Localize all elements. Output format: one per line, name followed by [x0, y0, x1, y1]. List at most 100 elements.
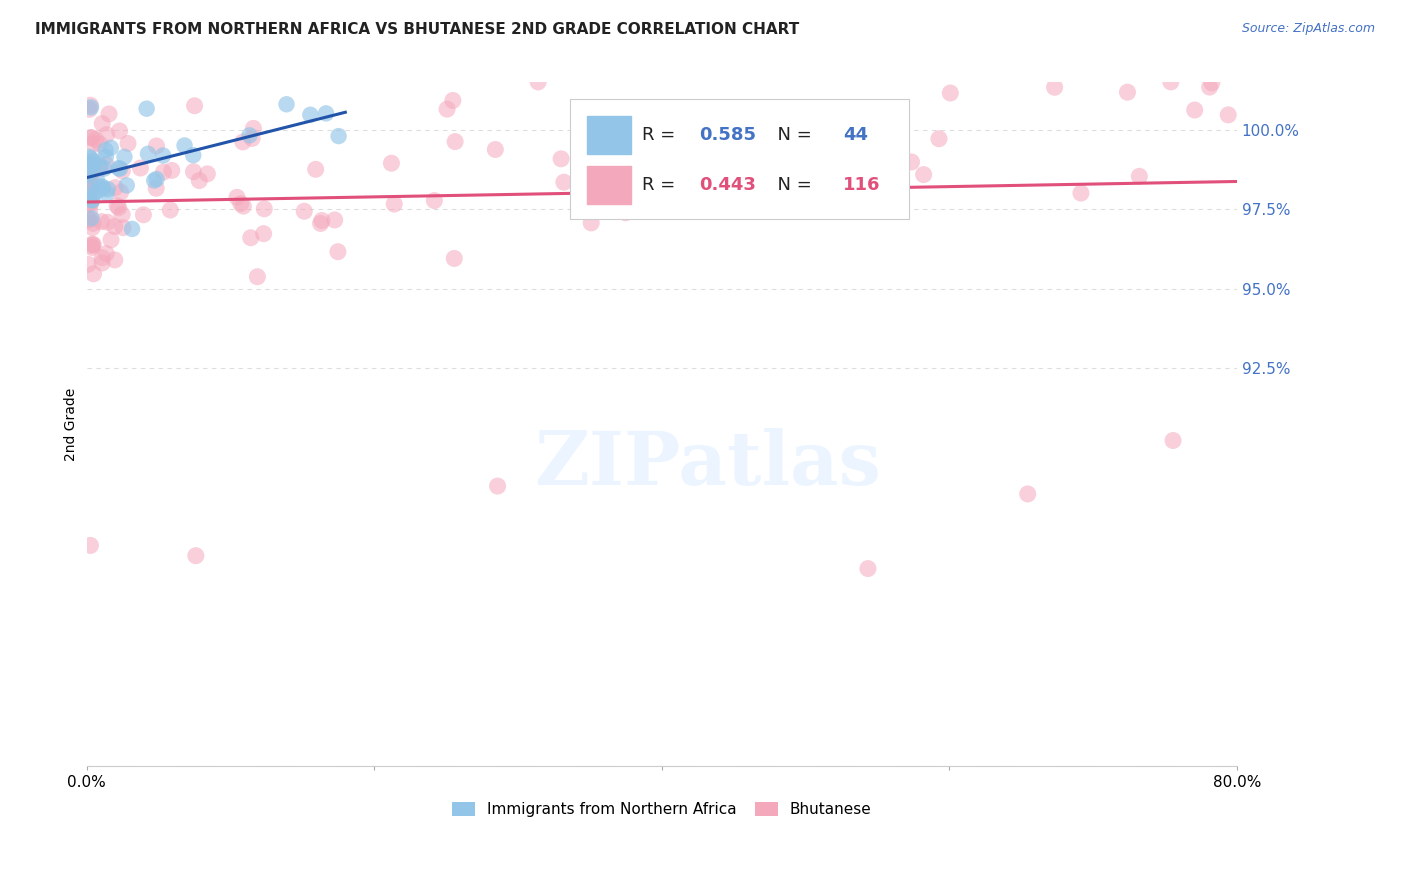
- Text: IMMIGRANTS FROM NORTHERN AFRICA VS BHUTANESE 2ND GRADE CORRELATION CHART: IMMIGRANTS FROM NORTHERN AFRICA VS BHUTA…: [35, 22, 800, 37]
- Y-axis label: 2nd Grade: 2nd Grade: [65, 387, 79, 460]
- Point: [253, 202, 276, 216]
- Point: [79, 196, 101, 211]
- Point: [614, 206, 637, 220]
- Point: [184, 549, 207, 563]
- Point: [114, 150, 136, 164]
- Point: [79, 178, 101, 193]
- Point: [145, 139, 167, 153]
- Point: [84, 132, 107, 146]
- Point: [107, 201, 129, 215]
- Point: [82, 237, 104, 252]
- Point: [79, 538, 101, 552]
- Point: [436, 102, 458, 116]
- Point: [76, 171, 98, 186]
- Point: [91, 256, 114, 270]
- Point: [80, 130, 103, 145]
- Point: [80, 192, 103, 206]
- Point: [299, 108, 322, 122]
- Point: [94, 157, 117, 171]
- Text: R =: R =: [643, 177, 681, 194]
- Point: [97, 215, 120, 229]
- Point: [100, 141, 122, 155]
- Point: [240, 131, 263, 145]
- Point: [91, 117, 114, 131]
- Text: N =: N =: [766, 126, 818, 144]
- Point: [380, 156, 402, 170]
- Point: [152, 165, 174, 179]
- Text: 0.443: 0.443: [700, 177, 756, 194]
- Point: [82, 154, 104, 169]
- Point: [80, 211, 103, 226]
- Text: 44: 44: [844, 126, 869, 144]
- Point: [115, 178, 138, 193]
- Point: [111, 220, 134, 235]
- Point: [79, 195, 101, 210]
- Point: [108, 124, 131, 138]
- Point: [276, 97, 298, 112]
- Point: [188, 173, 211, 187]
- Point: [91, 181, 114, 195]
- Point: [1184, 103, 1206, 117]
- FancyBboxPatch shape: [569, 99, 908, 219]
- Point: [82, 157, 104, 171]
- Point: [326, 244, 349, 259]
- Point: [89, 159, 111, 173]
- Point: [80, 238, 103, 252]
- Point: [183, 165, 205, 179]
- Point: [145, 181, 167, 195]
- Point: [96, 186, 118, 201]
- Point: [232, 135, 254, 149]
- Point: [77, 257, 100, 271]
- Point: [160, 163, 183, 178]
- Point: [80, 130, 103, 145]
- Point: [94, 150, 117, 164]
- Point: [77, 157, 100, 171]
- Point: [96, 246, 118, 260]
- Point: [242, 121, 264, 136]
- Point: [1160, 75, 1182, 89]
- Point: [83, 267, 105, 281]
- Point: [77, 150, 100, 164]
- Point: [82, 193, 104, 207]
- Point: [86, 173, 108, 187]
- Point: [484, 143, 506, 157]
- Point: [79, 98, 101, 112]
- Point: [82, 178, 104, 193]
- Point: [91, 179, 114, 194]
- Point: [77, 184, 100, 198]
- Point: [145, 172, 167, 186]
- Point: [104, 252, 127, 267]
- Point: [159, 202, 181, 217]
- Point: [305, 162, 328, 177]
- Point: [423, 194, 446, 208]
- Point: [80, 193, 103, 207]
- Point: [91, 251, 114, 265]
- Point: [80, 240, 103, 254]
- Point: [94, 143, 117, 157]
- Point: [82, 220, 104, 235]
- Point: [309, 217, 332, 231]
- Point: [117, 136, 139, 151]
- Point: [711, 147, 734, 161]
- Point: [246, 269, 269, 284]
- Text: Source: ZipAtlas.com: Source: ZipAtlas.com: [1241, 22, 1375, 36]
- Point: [749, 168, 772, 182]
- Point: [93, 161, 115, 176]
- Point: [252, 227, 274, 241]
- Point: [239, 231, 262, 245]
- Point: [1218, 108, 1240, 122]
- Point: [96, 128, 118, 142]
- Point: [486, 479, 509, 493]
- Text: R =: R =: [643, 126, 681, 144]
- Point: [82, 164, 104, 178]
- Point: [553, 175, 575, 189]
- Point: [77, 212, 100, 227]
- Point: [80, 100, 103, 114]
- Point: [104, 180, 127, 194]
- Point: [76, 161, 98, 175]
- Point: [315, 106, 337, 120]
- Point: [82, 156, 104, 170]
- Point: [229, 196, 252, 211]
- Point: [382, 197, 405, 211]
- Point: [89, 136, 111, 151]
